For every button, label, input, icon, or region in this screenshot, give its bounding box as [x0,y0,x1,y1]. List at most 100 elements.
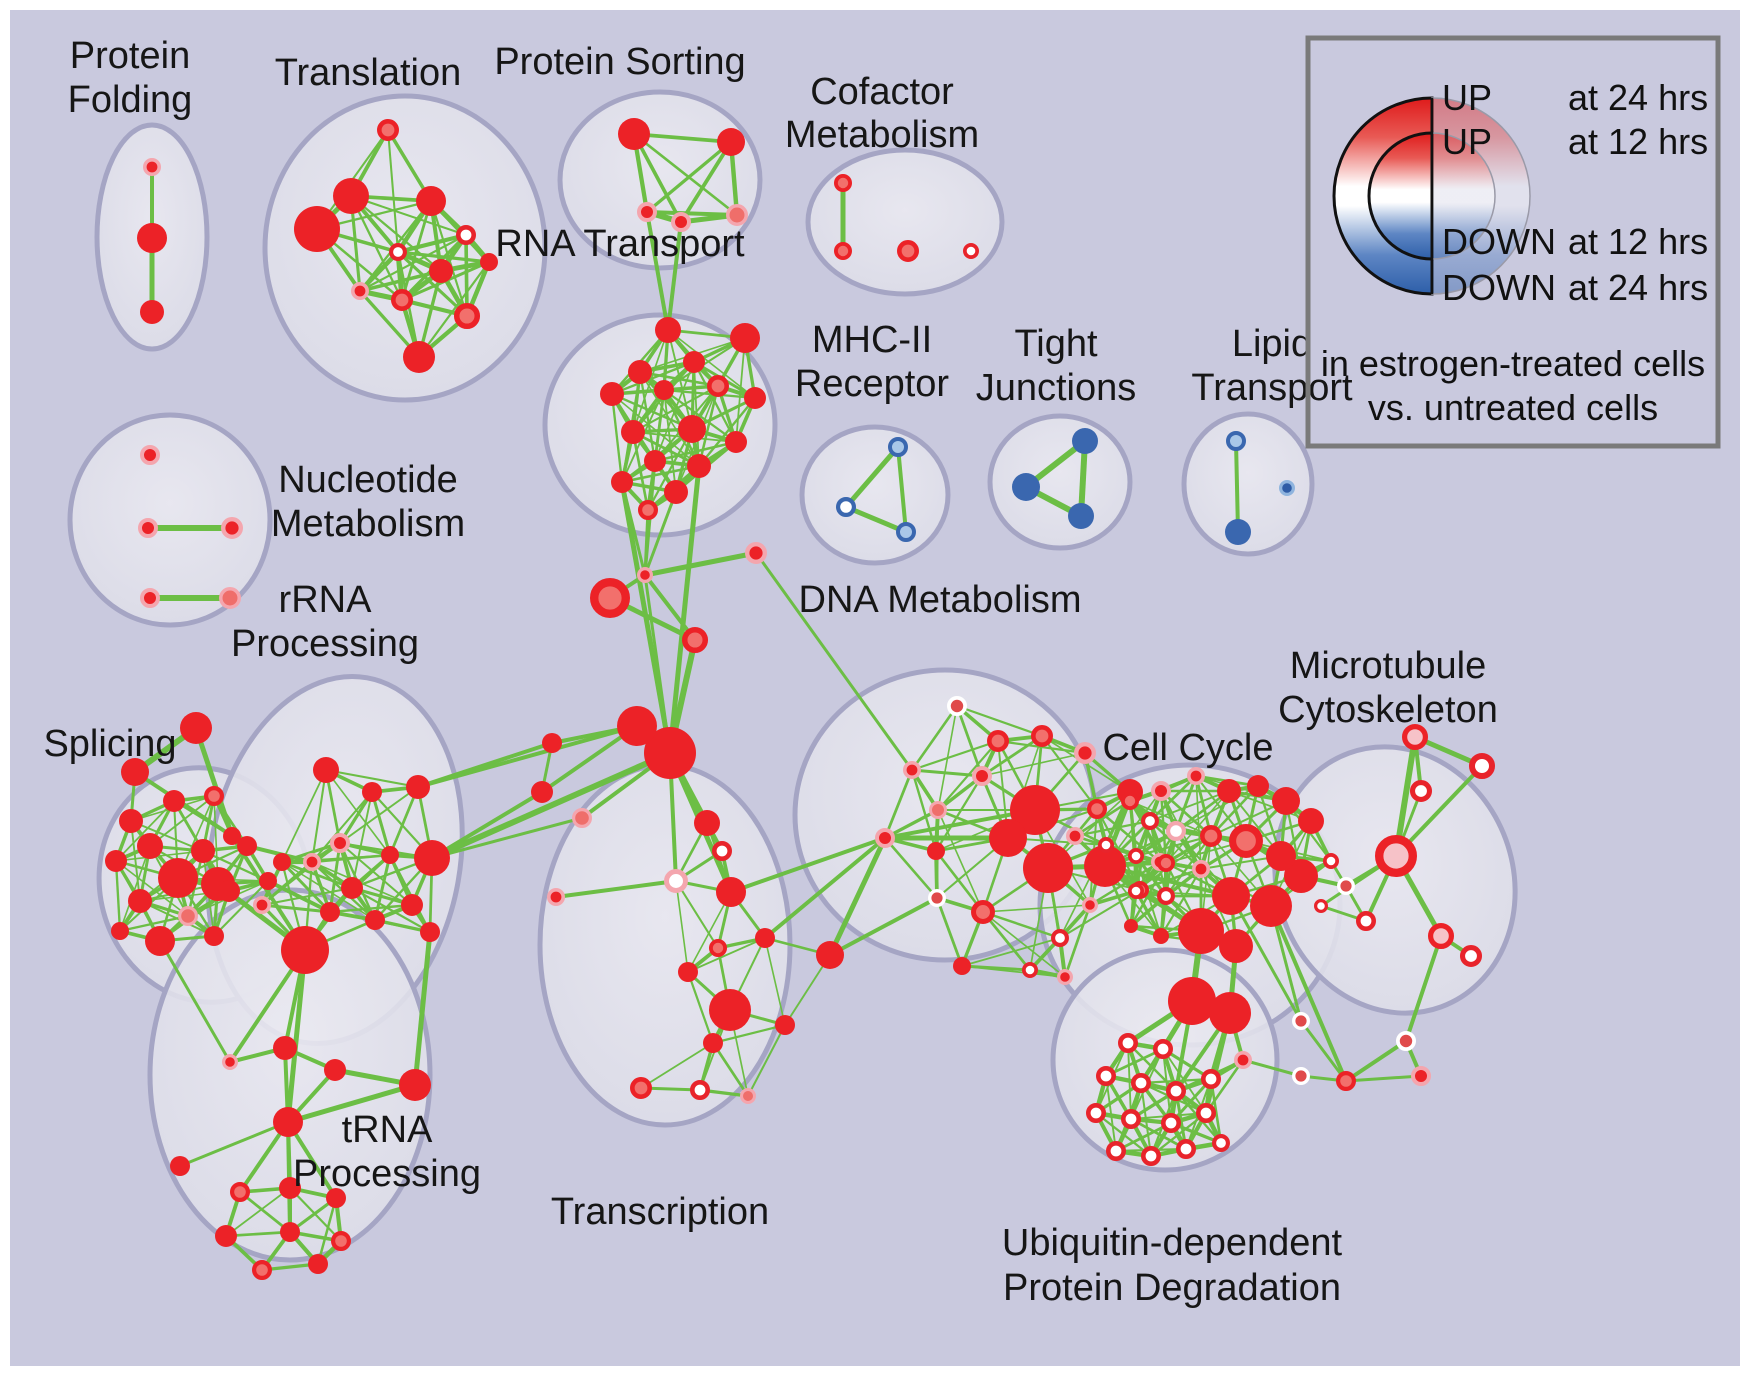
cluster-ellipse-lt [1181,411,1315,557]
node-mt13 [1292,1012,1310,1030]
edge [827,836,888,957]
node-rt7 [744,387,766,409]
node-dm16 [928,889,946,907]
node-tr11 [480,253,498,271]
edge [679,140,733,224]
cluster-label-lt: Lipid [1232,323,1312,365]
node-tc1 [711,840,732,861]
node-nm1 [138,518,158,538]
node-dm9 [989,819,1027,857]
legend-ring-inner-left [1367,131,1434,261]
legend-time: at 12 hrs [1568,121,1708,162]
node-rt8 [621,420,645,444]
legend-caption: vs. untreated cells [1368,387,1658,428]
node-dm23 [902,760,921,779]
node-tr5 [389,243,407,261]
node-mt8 [1314,899,1328,913]
edge [370,791,392,856]
cluster-label-ps: Protein Sorting [494,41,745,83]
node-dm18 [1081,896,1098,913]
node-rr3 [330,833,350,853]
node-mh2 [896,522,916,542]
node-lt0 [1226,431,1246,451]
node-c1 [745,542,768,565]
node-rt4 [600,382,624,406]
node-cc3 [1151,781,1171,801]
edge [1135,834,1212,858]
node-rr12 [420,922,440,942]
edge [287,1082,416,1125]
node-cc16 [1156,853,1176,873]
edge [1404,935,1443,1042]
edge [1115,1121,1172,1153]
cluster-label-ub: Ubiquitin-dependent [1002,1222,1343,1264]
node-rr14 [273,853,291,871]
node-pf1 [137,223,167,253]
edge [115,800,175,862]
node-cc23 [1219,929,1253,963]
node-tr10 [403,341,435,373]
edge [981,752,1086,777]
edge [430,750,672,861]
edge [754,552,914,771]
edge [285,949,308,1123]
edge [1149,790,1230,822]
node-ub5 [1201,1069,1222,1090]
cluster-label-tj: Junctions [976,367,1137,409]
node-cc19 [1157,887,1175,905]
cluster-label-cf: Cofactor [810,71,954,113]
node-dm1 [987,730,1009,752]
node-st2 [223,827,241,845]
edge [339,842,413,906]
legend-ring-inner-right [1431,132,1496,260]
edge [316,1197,338,1265]
edge [351,791,373,889]
edge [1130,1117,1187,1151]
node-rr1 [362,782,382,802]
node-cf2 [897,240,919,262]
node-tr7 [350,281,369,300]
node-rr4 [302,852,321,871]
cluster-label-lt: Transport [1191,367,1353,409]
node-cc20 [1212,877,1250,915]
node-cc12 [1229,824,1263,858]
node-rt14 [664,480,688,504]
edge [910,705,959,771]
node-rr2 [406,775,430,799]
cluster-label-tr: Translation [275,52,462,94]
edge [555,879,677,899]
node-mt0 [1401,723,1428,750]
cluster-label-tc: Transcription [551,1191,769,1233]
node-sp13 [111,922,129,940]
edge [647,428,693,511]
node-ps1 [717,128,745,156]
node-ub0 [1118,1033,1139,1054]
edge [130,820,141,902]
edge [1105,1047,1164,1078]
node-ub3 [1131,1073,1152,1094]
edge [935,897,964,967]
nodes [105,118,1496,1280]
edge [149,795,215,847]
edge [1074,819,1151,838]
cluster-label-nm: Nucleotide [278,459,458,501]
node-mt2 [1409,779,1433,803]
node-rt9 [678,415,706,443]
edge [961,937,1061,967]
edge [1175,785,1259,832]
cluster-label-sr: Splicing [43,723,176,765]
node-tn0 [222,1053,239,1070]
edge [1269,905,1348,1082]
node-mt5 [1356,910,1377,931]
node-rt6 [707,375,729,397]
node-mt3 [1374,835,1417,878]
node-cc4 [1187,766,1206,785]
edge [350,195,467,236]
node-dm22 [953,957,971,975]
edge [359,234,467,292]
legend-time: at 24 hrs [1568,267,1708,308]
edge [179,1120,289,1168]
edge [1229,895,1303,1022]
node-mt9 [1396,1031,1417,1052]
edge [896,446,908,533]
